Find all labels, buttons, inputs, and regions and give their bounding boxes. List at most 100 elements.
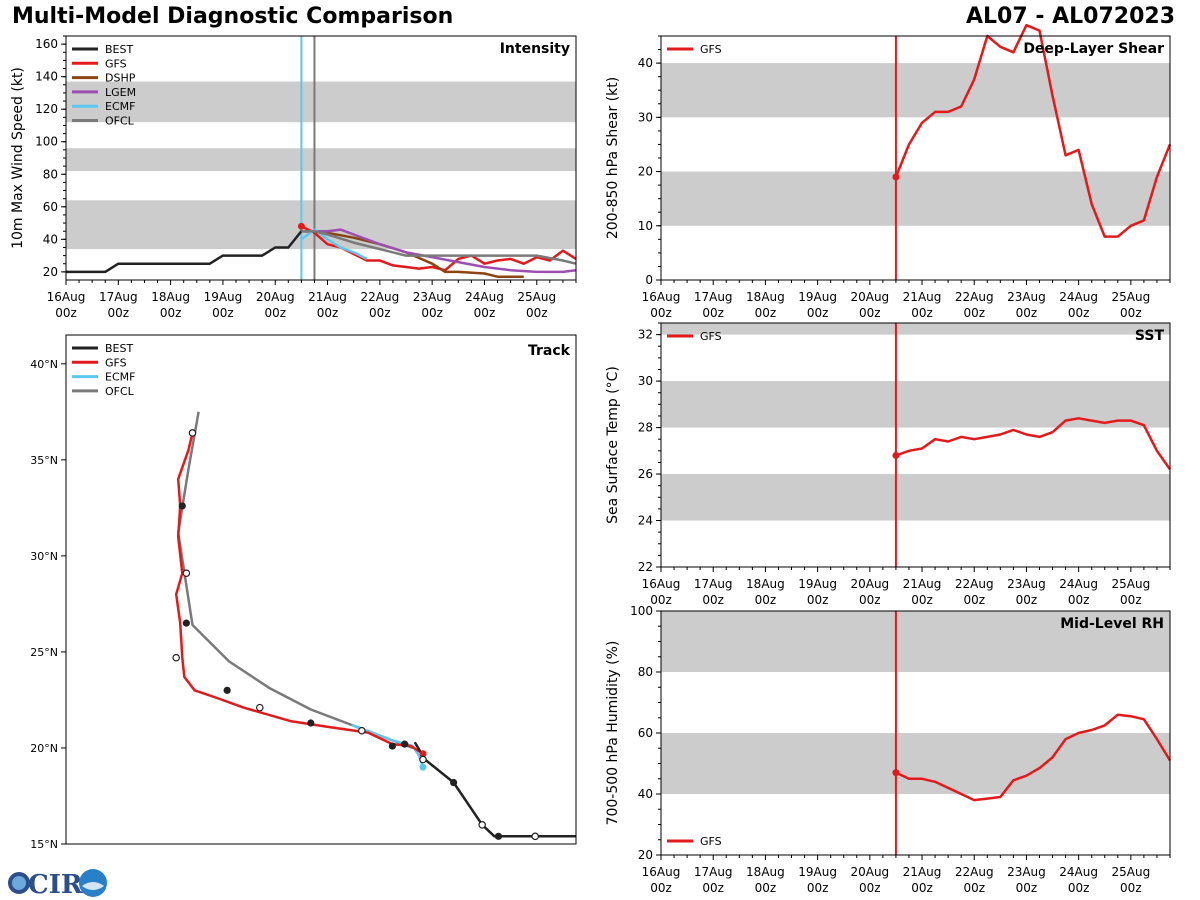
x-tick-label-hour: 00z xyxy=(369,306,391,320)
x-tick-label-hour: 00z xyxy=(55,306,77,320)
x-tick-label-day: 20Aug xyxy=(256,290,295,304)
x-tick-label-hour: 00z xyxy=(911,881,933,895)
y-tick-label: 20 xyxy=(638,165,653,179)
x-tick-label-hour: 00z xyxy=(264,306,286,320)
threshold-band xyxy=(661,63,1170,118)
legend: GFS xyxy=(667,43,722,56)
threshold-band xyxy=(66,148,576,172)
x-tick-label-hour: 00z xyxy=(963,306,985,320)
x-tick-label-day: 21Aug xyxy=(903,865,942,879)
y-tick-label: 22 xyxy=(638,560,653,574)
x-tick-label-day: 24Aug xyxy=(465,290,504,304)
y-axis-label: 200-850 hPa Shear (kt) xyxy=(605,77,621,239)
series-line-best xyxy=(66,229,315,274)
x-tick-label-day: 19Aug xyxy=(204,290,243,304)
x-tick-label-hour: 00z xyxy=(1016,593,1038,607)
y-tick-label: 60 xyxy=(43,200,58,214)
y-tick-label: 100 xyxy=(35,135,58,149)
y-axis-label: Sea Surface Temp (°C) xyxy=(605,366,621,524)
x-tick-label-day: 18Aug xyxy=(746,865,785,879)
x-tick-label-day: 16Aug xyxy=(642,577,681,591)
y-tick-label: 140 xyxy=(35,70,58,84)
x-tick-label-day: 19Aug xyxy=(798,577,837,591)
lat-tick-label: 30°N xyxy=(30,550,58,563)
legend: GFS xyxy=(667,835,722,848)
y-tick-label: 80 xyxy=(43,167,58,181)
x-tick-label-hour: 00z xyxy=(1016,306,1038,320)
x-tick-label-day: 16Aug xyxy=(47,290,86,304)
lat-tick-label: 20°N xyxy=(30,742,58,755)
map-area xyxy=(66,335,576,844)
x-tick-label-day: 17Aug xyxy=(694,865,733,879)
track-marker-open xyxy=(188,429,197,437)
y-tick-label: 40 xyxy=(43,232,58,246)
panel-title: Deep-Layer Shear xyxy=(1023,41,1164,57)
x-tick-label-hour: 00z xyxy=(1068,593,1090,607)
x-tick-label-hour: 00z xyxy=(108,306,130,320)
x-tick-label-hour: 00z xyxy=(650,306,672,320)
x-tick-label-hour: 00z xyxy=(212,306,234,320)
x-tick-label-day: 19Aug xyxy=(798,290,837,304)
threshold-band xyxy=(66,200,576,250)
x-tick-label-day: 24Aug xyxy=(1059,865,1098,879)
series-line-gfs xyxy=(895,417,1172,471)
x-tick-label-day: 22Aug xyxy=(955,290,994,304)
y-tick-label: 120 xyxy=(35,102,58,116)
x-tick-label-hour: 00z xyxy=(1016,881,1038,895)
threshold-band xyxy=(661,171,1170,226)
x-tick-label-hour: 00z xyxy=(421,306,443,320)
track-marker-open xyxy=(255,703,264,712)
x-tick-label-day: 21Aug xyxy=(903,577,942,591)
x-tick-label-hour: 00z xyxy=(807,881,829,895)
x-tick-label-day: 25Aug xyxy=(1111,290,1150,304)
y-tick-label: 30 xyxy=(638,110,653,124)
x-tick-label-hour: 00z xyxy=(1068,306,1090,320)
series-line-gfs xyxy=(895,713,1172,802)
x-tick-label-day: 17Aug xyxy=(99,290,138,304)
track-marker-filled xyxy=(223,686,231,694)
legend: GFS xyxy=(667,330,722,343)
track-line-ofcl xyxy=(176,411,414,750)
legend-label-gfs: GFS xyxy=(700,835,722,848)
x-tick-label-day: 23Aug xyxy=(413,290,452,304)
plot-area xyxy=(661,323,1170,567)
x-tick-label-hour: 00z xyxy=(807,593,829,607)
track-marker-open xyxy=(182,569,191,577)
x-tick-label-hour: 00z xyxy=(755,593,777,607)
x-tick-label-hour: 00z xyxy=(702,593,724,607)
initial-point-gfs xyxy=(892,769,900,777)
x-tick-label-hour: 00z xyxy=(807,306,829,320)
initial-point-gfs xyxy=(297,222,305,230)
threshold-band xyxy=(661,323,1170,335)
lat-tick-label: 15°N xyxy=(30,838,58,851)
series-line-lgem xyxy=(301,228,577,274)
y-tick-label: 40 xyxy=(638,56,653,70)
x-tick-label-hour: 00z xyxy=(859,306,881,320)
y-tick-label: 30 xyxy=(638,374,653,388)
y-tick-label: 160 xyxy=(35,37,58,51)
panel-title: Intensity xyxy=(500,41,570,57)
plot-frame xyxy=(660,322,1171,568)
x-tick-label-day: 23Aug xyxy=(1007,290,1046,304)
y-tick-label: 10 xyxy=(638,219,653,233)
track-marker-filled xyxy=(388,742,396,750)
x-tick-label-hour: 00z xyxy=(650,593,672,607)
x-tick-label-day: 21Aug xyxy=(308,290,347,304)
y-tick-label: 28 xyxy=(638,421,653,435)
legend-label-ecmf: ECMF xyxy=(105,371,135,384)
track-marker-filled xyxy=(401,740,409,748)
legend-label-gfs: GFS xyxy=(700,330,722,343)
x-tick-label-hour: 00z xyxy=(1120,881,1142,895)
x-tick-label-hour: 00z xyxy=(859,593,881,607)
threshold-band xyxy=(66,81,576,123)
x-tick-label-hour: 00z xyxy=(702,306,724,320)
initial-point-gfs xyxy=(892,173,900,181)
threshold-band xyxy=(661,474,1170,521)
y-tick-label: 26 xyxy=(638,467,653,481)
x-tick-label-hour: 00z xyxy=(755,881,777,895)
track-point-gfs xyxy=(419,750,427,758)
x-tick-label-day: 17Aug xyxy=(694,577,733,591)
cira-logo: CIRA xyxy=(8,869,107,900)
